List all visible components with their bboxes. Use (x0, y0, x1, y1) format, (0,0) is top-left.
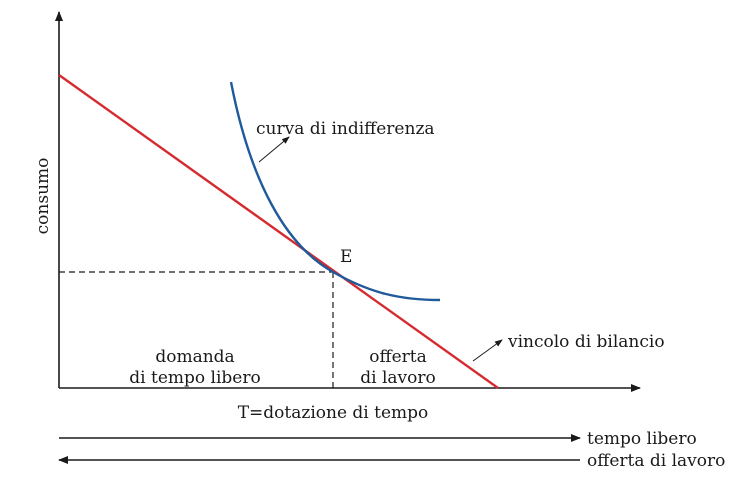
leisure-demand-label-line1: domanda (155, 347, 234, 367)
indifference-curve-label: curva di indifferenza (256, 119, 435, 139)
labor-supply-label-line2: di lavoro (360, 368, 436, 388)
labor-supply-label-line1: offerta (369, 347, 426, 367)
budget-constraint-label: vincolo di bilancio (507, 332, 665, 352)
x-axis-label: T=dotazione di tempo (238, 403, 429, 423)
indifference-curve (229, 81, 441, 302)
budget-constraint-line (58, 74, 499, 389)
labor-supply-arrow-label: offerta di lavoro (587, 451, 725, 471)
indifference-curve-pointer (258, 136, 290, 163)
leisure-arrow-label: tempo libero (587, 429, 697, 449)
y-axis-label: consumo (33, 158, 53, 235)
equilibrium-point-label: E (340, 247, 352, 267)
budget-constraint-pointer (472, 339, 503, 362)
leisure-demand-label-line2: di tempo libero (129, 368, 260, 388)
